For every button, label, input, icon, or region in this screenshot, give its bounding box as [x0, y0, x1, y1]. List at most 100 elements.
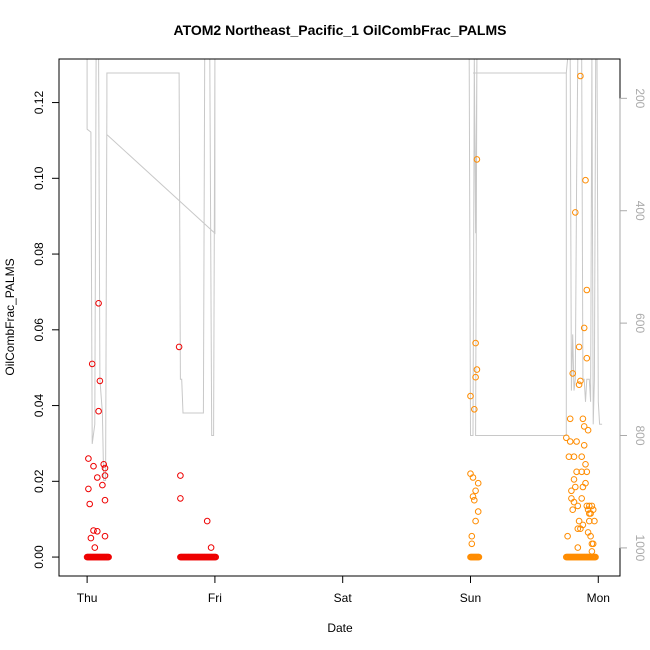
- y2-tick-label: 600: [633, 313, 647, 333]
- data-point: [564, 532, 571, 540]
- data-point: [96, 377, 104, 385]
- data-point: [583, 354, 591, 362]
- data-point: [575, 517, 583, 525]
- data-point: [177, 472, 184, 479]
- data-point: [101, 472, 109, 479]
- data-point: [88, 360, 96, 368]
- y-tick-label: 0.06: [32, 318, 46, 342]
- data-point: [570, 476, 578, 483]
- x-tick-label: Sat: [334, 591, 353, 605]
- data-point: [566, 415, 574, 423]
- data-point: [591, 517, 598, 525]
- data-point: [472, 339, 479, 347]
- data-point: [474, 508, 482, 515]
- data-point: [472, 517, 479, 525]
- x-axis: Thu Fri Sat Sun Mon: [77, 575, 610, 605]
- data-point: [570, 498, 578, 506]
- data-point: [588, 548, 596, 555]
- data-point: [95, 407, 102, 415]
- data-point: [575, 381, 583, 389]
- data-point: [579, 415, 587, 423]
- altitude-line-2: [468, 58, 567, 436]
- data-point: [568, 487, 575, 495]
- data-point: [589, 506, 597, 514]
- data-point: [583, 468, 591, 476]
- data-point: [469, 493, 477, 500]
- plot-frame: [58, 58, 621, 577]
- y-tick-label: 0.08: [32, 242, 46, 266]
- y-tick-label: 0.00: [32, 545, 46, 569]
- data-point: [569, 506, 577, 514]
- data-point: [469, 474, 477, 481]
- data-point: [100, 461, 107, 468]
- data-point: [86, 500, 93, 508]
- data-point: [577, 377, 584, 385]
- y-axis-label: OilCombFrac_PALMS: [3, 258, 17, 375]
- data-point: [468, 540, 476, 548]
- data-point: [99, 481, 106, 489]
- y2-tick-label: 400: [633, 201, 647, 221]
- data-point: [580, 324, 588, 332]
- data-point: [583, 502, 591, 510]
- data-point: [572, 209, 579, 216]
- data-point: [569, 370, 577, 377]
- data-point: [207, 544, 215, 551]
- data-point: [467, 392, 474, 400]
- data-point: [468, 532, 476, 540]
- data-point: [177, 495, 184, 502]
- data-point: [586, 502, 593, 510]
- y2-tick-label: 200: [633, 88, 647, 108]
- y-tick-label: 0.10: [32, 166, 46, 190]
- data-point: [583, 286, 591, 294]
- y2-axis: 200 400 600 800 1000: [619, 88, 647, 562]
- data-point: [90, 527, 97, 534]
- data-point: [563, 434, 570, 442]
- data-point: [592, 553, 599, 561]
- data-point: [578, 495, 586, 502]
- data-point: [87, 534, 95, 542]
- data-point: [584, 426, 592, 434]
- plot-area: [83, 58, 603, 561]
- data-point: [473, 156, 481, 163]
- y2-tick-label: 1000: [633, 535, 647, 562]
- data-point: [94, 528, 101, 535]
- data-point: [85, 455, 92, 462]
- data-point: [203, 517, 211, 525]
- chart-title: ATOM2 Northeast_Pacific_1 OilCombFrac_PA…: [174, 22, 507, 38]
- data-point: [472, 487, 479, 495]
- data-point: [95, 300, 102, 307]
- altitude-line-1: [86, 58, 216, 481]
- data-point: [175, 343, 183, 351]
- data-point: [582, 461, 589, 468]
- data-point: [577, 72, 584, 80]
- data-point: [471, 496, 478, 504]
- data-point: [577, 525, 584, 533]
- data-point: [91, 544, 99, 551]
- y-tick-label: 0.02: [32, 469, 46, 493]
- data-point: [575, 343, 583, 351]
- data-point: [573, 438, 580, 445]
- data-point: [573, 468, 580, 476]
- x-axis-label: Date: [327, 621, 353, 635]
- data-point: [580, 442, 588, 449]
- data-point: [580, 423, 588, 430]
- altitude-line-3: [565, 58, 603, 425]
- data-point: [584, 529, 592, 536]
- data-point: [570, 453, 578, 461]
- y-axis: 0.00 0.02 0.04 0.06 0.08 0.10 0.12: [32, 91, 60, 569]
- x-tick-label: Sun: [460, 591, 481, 605]
- data-point: [582, 479, 589, 487]
- data-point: [101, 496, 109, 504]
- data-point: [472, 373, 479, 381]
- x-tick-label: Mon: [587, 591, 610, 605]
- data-point: [90, 462, 97, 470]
- data-point: [582, 176, 589, 184]
- data-point: [588, 540, 596, 548]
- data-point: [578, 453, 586, 461]
- data-point: [475, 553, 483, 561]
- data-point: [566, 438, 574, 445]
- x-tick-label: Thu: [77, 591, 98, 605]
- data-point: [473, 366, 481, 373]
- y2-tick-label: 800: [633, 425, 647, 445]
